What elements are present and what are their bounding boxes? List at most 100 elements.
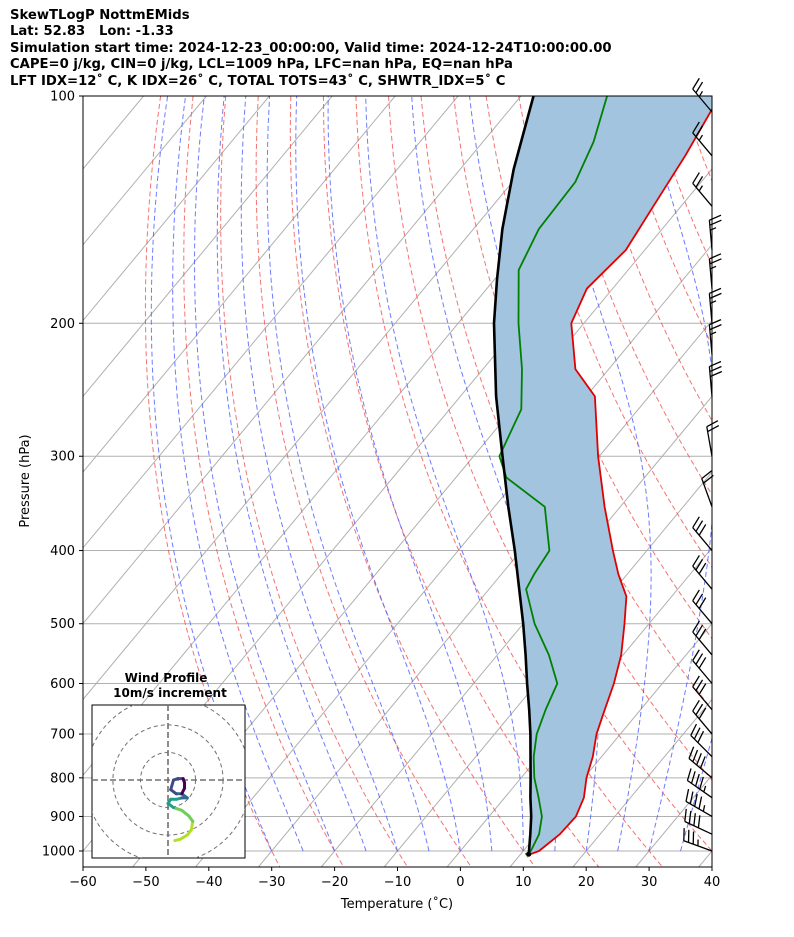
dry-adiabat	[183, 96, 345, 867]
barb-flag	[688, 810, 692, 824]
barb-half-flag	[698, 185, 704, 192]
isotherm-line	[83, 96, 270, 322]
barb-flag	[709, 253, 722, 260]
barb-flag	[692, 749, 699, 763]
dry-adiabat	[420, 96, 712, 781]
wind-barb	[685, 788, 713, 818]
moist-adiabat	[680, 735, 712, 852]
moist-adiabat	[365, 96, 524, 851]
wind-barb	[692, 172, 713, 207]
wind-barbs	[683, 77, 723, 852]
x-axis-label: Temperature (˚C)	[340, 896, 453, 912]
title-cape-line: CAPE=0 j/kg, CIN=0 j/kg, LCL=1009 hPa, L…	[10, 57, 513, 73]
y-tick-label: 300	[50, 450, 75, 465]
barb-flag	[692, 620, 700, 633]
barb-flag	[695, 624, 704, 637]
dry-adiabat	[779, 96, 794, 867]
y-axis-label: Pressure (hPa)	[18, 434, 33, 527]
x-tick-label: 10	[515, 875, 532, 890]
wind-barb	[690, 723, 713, 758]
dry-adiabat	[648, 96, 712, 267]
barb-flag	[695, 520, 704, 532]
y-tick-label: 1000	[42, 845, 75, 860]
dry-adiabat	[747, 96, 794, 867]
wind-barb	[708, 287, 722, 324]
y-tick-label: 800	[50, 771, 75, 786]
barb-flag	[692, 649, 700, 661]
wind-barb	[708, 253, 722, 289]
barb-flag	[692, 516, 700, 528]
barb-half-flag	[702, 805, 706, 812]
moist-adiabat	[150, 96, 273, 852]
wind-barb	[692, 620, 713, 656]
moist-adiabat	[172, 96, 304, 852]
x-tick-label: −60	[69, 875, 96, 890]
barb-flag	[695, 81, 704, 94]
cin-shaded-region	[494, 96, 712, 855]
dry-adiabat	[550, 96, 712, 496]
barb-flag	[696, 752, 702, 766]
wind-barb	[692, 516, 713, 551]
x-tick-label: −10	[384, 875, 411, 890]
barb-flag	[695, 593, 704, 605]
title-station: SkewTLogP NottmEMids	[10, 8, 190, 23]
barb-flag	[709, 360, 722, 368]
wind-barb	[708, 319, 722, 355]
dry-adiabat	[289, 96, 536, 867]
barb-flag	[684, 808, 687, 822]
barb-half-flag	[698, 134, 704, 141]
x-tick-label: 20	[578, 875, 595, 890]
wind-barb	[708, 214, 722, 251]
barb-half-flag	[709, 227, 717, 231]
isotherm-line	[0, 96, 81, 867]
barb-flag	[699, 756, 706, 769]
barb-flag	[685, 788, 690, 802]
wind-barb	[692, 675, 713, 711]
isotherm-line	[698, 850, 712, 867]
chart-title-block: SkewTLogP NottmEMids Lat: 52.83 Lon: -1.…	[10, 8, 612, 90]
isotherm-line	[509, 622, 712, 867]
wind-barb	[683, 828, 713, 852]
wind-barb	[706, 420, 720, 457]
x-tick-label: 0	[456, 875, 464, 890]
barb-flag	[694, 793, 698, 807]
barb-flag	[692, 77, 700, 90]
isotherm-line	[762, 96, 794, 867]
isotherm-line	[83, 96, 207, 246]
dewpoint-line	[498, 96, 608, 856]
title-times: Simulation start time: 2024-12-23_00:00:…	[10, 40, 612, 56]
barb-flag	[707, 425, 720, 433]
barb-flag	[709, 214, 722, 221]
y-tick-label: 500	[50, 617, 75, 632]
barb-flag	[701, 470, 713, 480]
dry-adiabat	[255, 96, 472, 867]
isotherm-line	[635, 774, 712, 867]
x-tick-label: −30	[258, 875, 285, 890]
barb-flag	[698, 597, 707, 609]
isotherm-line	[320, 395, 712, 867]
x-axis: −60 −50 −40 −30 −20 −10 0 10 20 30 40	[69, 867, 720, 890]
y-tick-label: 200	[50, 317, 75, 332]
parcel-line	[492, 96, 535, 855]
barb-flag	[695, 653, 704, 665]
dry-adiabat	[322, 96, 600, 867]
y-tick-label: 100	[50, 90, 75, 105]
barb-flag	[698, 657, 707, 669]
dry-adiabat	[220, 96, 408, 867]
wind-barb	[692, 121, 713, 157]
barb-staff	[701, 478, 713, 507]
parcel-start-point	[526, 851, 532, 857]
moist-adiabat	[543, 96, 652, 852]
barb-flag	[692, 699, 700, 712]
y-tick-label: 900	[50, 810, 75, 825]
barb-flag	[699, 776, 704, 790]
isotherm-line	[83, 96, 522, 625]
moist-adiabat	[193, 96, 336, 852]
y-tick-label: 700	[50, 728, 75, 743]
barb-half-flag	[703, 785, 707, 793]
isotherm-line	[83, 96, 459, 549]
barb-flag	[692, 121, 700, 134]
barb-half-flag	[709, 331, 717, 336]
moist-adiabat	[327, 96, 493, 852]
